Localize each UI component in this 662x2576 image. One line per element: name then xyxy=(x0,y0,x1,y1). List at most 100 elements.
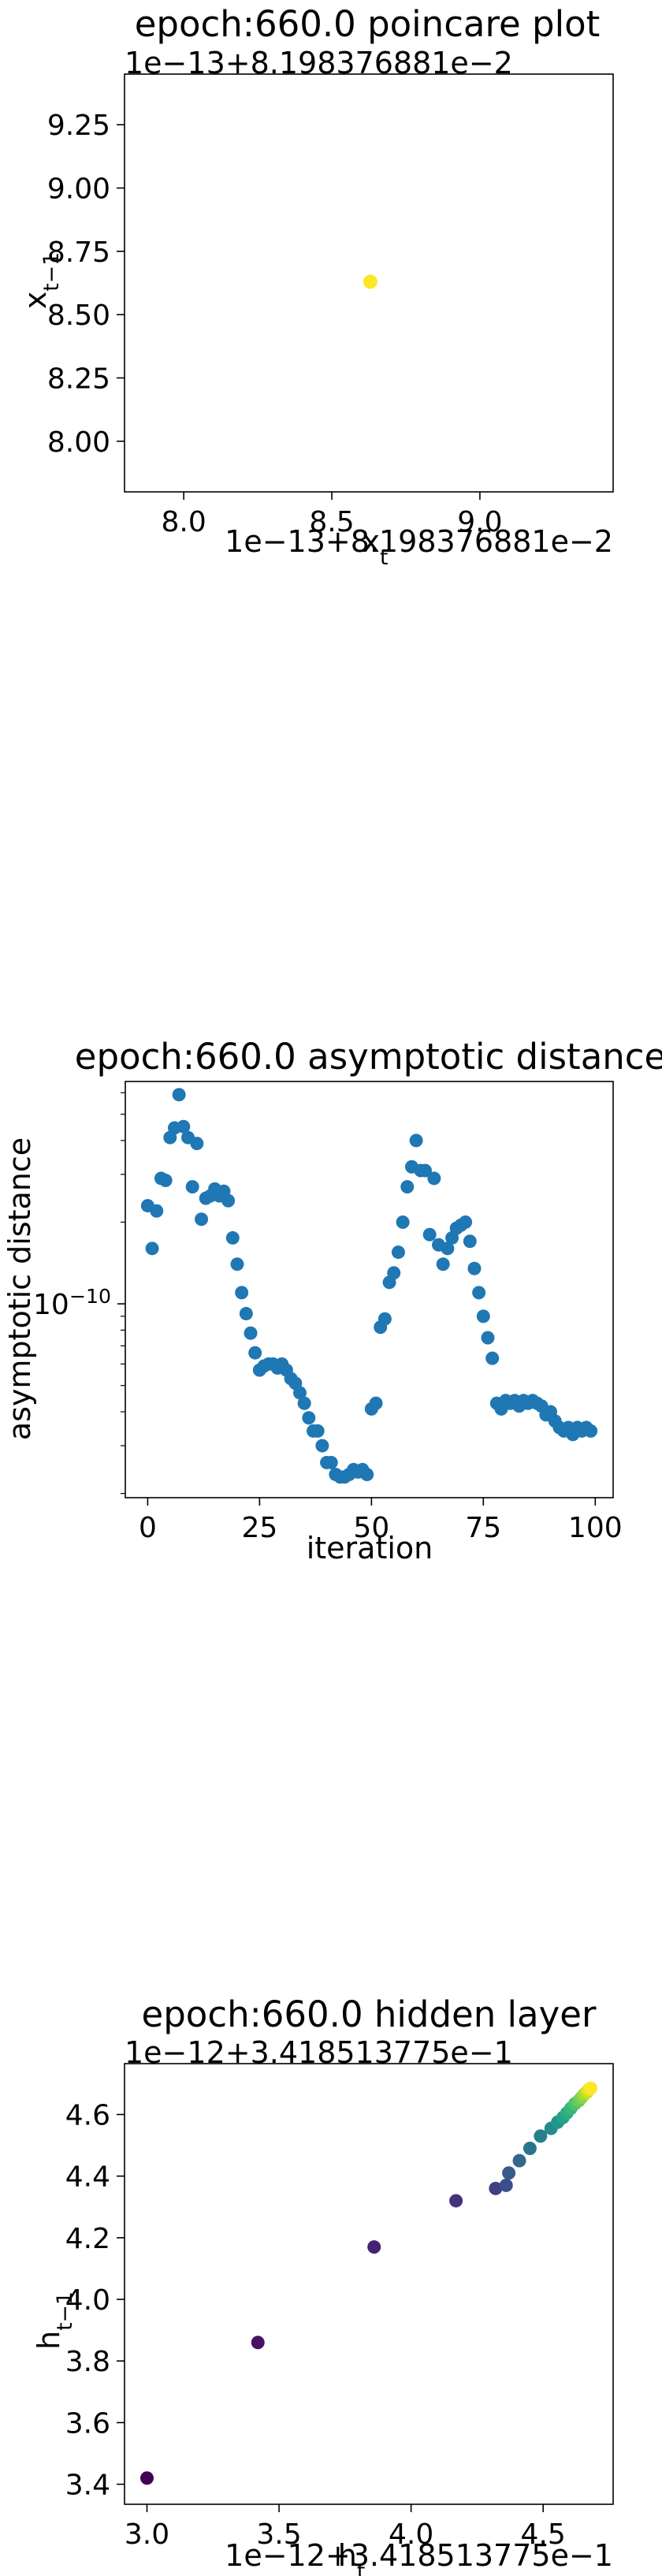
data-point xyxy=(523,2142,537,2155)
y-tick-label: 4.4 xyxy=(65,2161,110,2194)
x-tick-label: 50 xyxy=(353,1512,389,1544)
chart-title: epoch:660.0 poincare plot xyxy=(135,3,601,45)
y-tick-label: 3.6 xyxy=(65,2407,110,2440)
data-point xyxy=(489,2181,503,2195)
data-point xyxy=(251,2336,265,2350)
y-tick-label: 4.2 xyxy=(65,2223,110,2255)
x-tick-label: 0 xyxy=(139,1512,157,1544)
y-axis-label: asymptotic distance xyxy=(2,1137,37,1440)
x-axis-label: xt xyxy=(363,524,389,568)
x-tick-label: 75 xyxy=(465,1512,501,1544)
asymptotic-distance-chart: epoch:660.0 asymptotic distance 0 25 50 75 1… xyxy=(2,1036,662,1565)
data-point xyxy=(150,1204,164,1218)
y-axis-label: ht−1 xyxy=(32,2291,77,2350)
x-tick-label: 4.5 xyxy=(521,2518,566,2551)
plot-frame xyxy=(124,73,614,493)
x-tick-label: 9.0 xyxy=(457,506,502,538)
x-tick-label: 8.5 xyxy=(309,506,354,538)
x-tick-label: 25 xyxy=(241,1512,277,1544)
y-tick-label: 8.75 xyxy=(47,236,110,269)
data-point xyxy=(441,1241,455,1256)
data-point xyxy=(409,1134,423,1148)
data-point xyxy=(185,1180,199,1194)
y-tick-label: 8.25 xyxy=(47,363,110,395)
y-tick-label: 8.50 xyxy=(47,300,110,332)
data-point xyxy=(302,1411,316,1425)
data-point xyxy=(363,274,377,289)
data-point xyxy=(377,1312,392,1326)
x-offset-text: 1e−12+3.418513775e−1 xyxy=(225,2538,613,2573)
data-point xyxy=(292,1386,307,1400)
data-point xyxy=(248,1346,262,1360)
data-point xyxy=(239,1307,253,1321)
data-point xyxy=(369,1396,383,1410)
data-point xyxy=(512,2153,526,2168)
data-point xyxy=(145,1241,159,1256)
x-tick-label: 4.0 xyxy=(389,2518,433,2551)
data-point xyxy=(244,1326,258,1340)
data-point xyxy=(584,2081,598,2095)
y-axis-label: xt−1 xyxy=(18,252,64,309)
data-point xyxy=(467,1261,482,1275)
chart-title: epoch:660.0 asymptotic distance xyxy=(75,1036,662,1078)
data-point xyxy=(459,1215,473,1229)
data-point xyxy=(230,1257,244,1271)
data-point xyxy=(297,1396,311,1410)
poincare-plot-chart: epoch:660.0 poincare plot 1e−13+8.198376… xyxy=(18,3,614,568)
data-point xyxy=(315,1439,329,1453)
data-point xyxy=(422,1227,437,1241)
y-tick-label: 9.25 xyxy=(47,110,110,142)
data-point xyxy=(400,1180,415,1194)
data-point xyxy=(485,1351,500,1365)
y-tick-label: 8.00 xyxy=(47,426,110,459)
data-point xyxy=(158,1174,173,1188)
y-tick-label: 3.8 xyxy=(65,2346,110,2378)
data-point xyxy=(177,1119,191,1134)
data-point xyxy=(311,1424,325,1438)
y-tick-label: 4.6 xyxy=(65,2100,110,2132)
plot-frame xyxy=(125,1081,614,1498)
data-point xyxy=(418,1163,432,1178)
x-tick-label: 100 xyxy=(568,1512,623,1544)
data-point xyxy=(324,1455,338,1469)
y-tick-label: 10−10 xyxy=(33,1285,111,1322)
plot-frame xyxy=(124,2063,614,2505)
data-point xyxy=(534,2129,548,2143)
x-axis-label: ht xyxy=(338,2538,366,2576)
data-point xyxy=(427,1171,441,1186)
data-point xyxy=(463,1234,477,1249)
data-point xyxy=(449,2194,463,2208)
data-point xyxy=(190,1137,204,1151)
x-tick-label: 3.0 xyxy=(125,2518,169,2551)
data-point xyxy=(367,2240,381,2254)
data-point xyxy=(481,1331,495,1345)
data-point xyxy=(499,2178,513,2192)
x-axis-label-text: xt xyxy=(363,524,389,568)
data-point xyxy=(476,1309,490,1323)
data-point xyxy=(360,1468,374,1482)
data-point xyxy=(436,1257,450,1271)
x-tick-label: 3.5 xyxy=(256,2518,301,2551)
data-point xyxy=(391,1245,405,1260)
hidden-layer-chart: epoch:660.0 hidden layer 1e−12+3.4185137… xyxy=(32,1993,614,2576)
data-point xyxy=(221,1193,236,1208)
data-point xyxy=(387,1266,401,1280)
data-point xyxy=(472,1286,486,1300)
x-offset-text: 1e−13+8.198376881e−2 xyxy=(225,524,613,559)
data-point xyxy=(502,2166,516,2180)
chart-title: epoch:660.0 hidden layer xyxy=(142,1993,597,2035)
data-point xyxy=(584,1424,598,1438)
y-tick-label: 3.4 xyxy=(65,2470,110,2502)
x-tick-label: 8.0 xyxy=(162,506,206,538)
y-tick-label: 4.0 xyxy=(65,2284,110,2317)
x-axis-label: iteration xyxy=(307,1531,433,1565)
data-point xyxy=(235,1286,249,1300)
data-point xyxy=(396,1215,410,1229)
data-point xyxy=(172,1088,186,1102)
y-offset-text: 1e−13+8.198376881e−2 xyxy=(125,46,513,80)
y-tick-label: 9.00 xyxy=(47,173,110,206)
data-point xyxy=(139,2471,154,2485)
data-point xyxy=(225,1230,240,1245)
y-offset-text: 1e−12+3.418513775e−1 xyxy=(125,2035,513,2070)
data-point xyxy=(195,1212,209,1227)
